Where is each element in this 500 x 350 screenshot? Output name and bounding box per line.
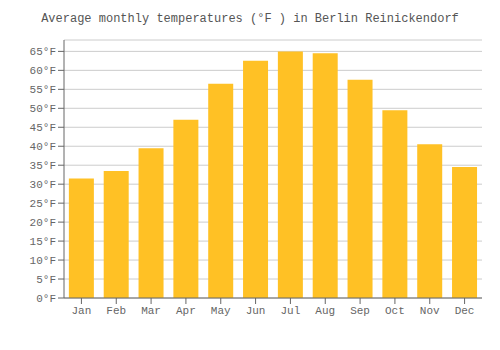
- svg-text:60°F: 60°F: [30, 65, 56, 77]
- svg-text:Jan: Jan: [72, 305, 92, 317]
- svg-text:Jun: Jun: [246, 305, 266, 317]
- svg-text:50°F: 50°F: [30, 103, 56, 115]
- svg-text:Feb: Feb: [106, 305, 126, 317]
- svg-text:45°F: 45°F: [30, 122, 56, 134]
- svg-text:5°F: 5°F: [36, 274, 56, 286]
- svg-text:25°F: 25°F: [30, 198, 56, 210]
- svg-text:15°F: 15°F: [30, 236, 56, 248]
- svg-text:65°F: 65°F: [30, 46, 56, 58]
- svg-text:20°F: 20°F: [30, 217, 56, 229]
- svg-text:May: May: [211, 305, 231, 317]
- svg-text:0°F: 0°F: [36, 293, 56, 305]
- svg-text:Oct: Oct: [385, 305, 405, 317]
- svg-text:Nov: Nov: [420, 305, 440, 317]
- svg-text:35°F: 35°F: [30, 160, 56, 172]
- svg-text:40°F: 40°F: [30, 141, 56, 153]
- svg-text:Apr: Apr: [176, 305, 196, 317]
- svg-text:Mar: Mar: [141, 305, 161, 317]
- svg-text:Jul: Jul: [281, 305, 301, 317]
- svg-text:55°F: 55°F: [30, 84, 56, 96]
- svg-text:Aug: Aug: [315, 305, 335, 317]
- html-text:Average monthly temperatures (: Average monthly temperatures (°F ) in Be…: [41, 12, 459, 26]
- svg-text:Dec: Dec: [455, 305, 475, 317]
- svg-text:Sep: Sep: [350, 305, 370, 317]
- svg-text:10°F: 10°F: [30, 255, 56, 267]
- svg-text:30°F: 30°F: [30, 179, 56, 191]
